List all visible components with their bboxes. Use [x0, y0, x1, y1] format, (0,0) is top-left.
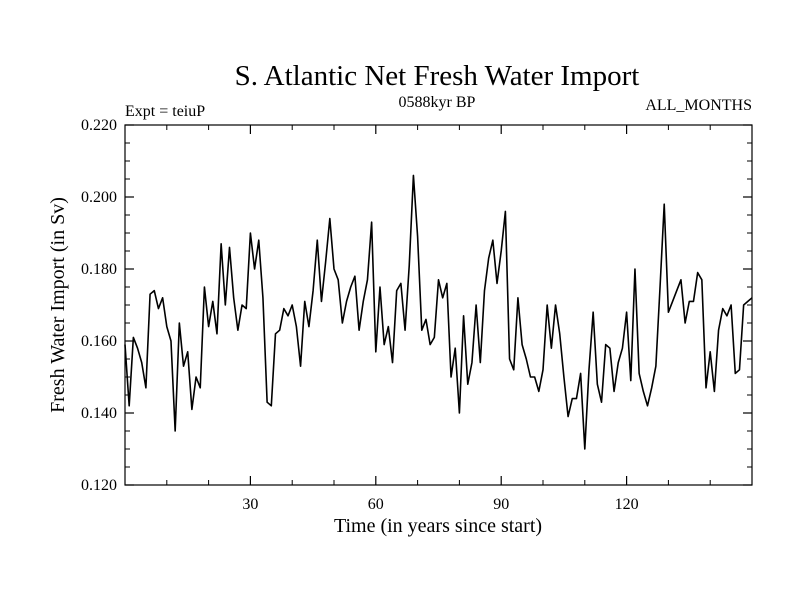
series-line-net-fresh-water-import: [124, 174, 753, 450]
period-label: 0588kyr BP: [399, 94, 476, 111]
axis-ticks: [125, 124, 752, 486]
y-tick-label: 0.180: [81, 261, 117, 278]
experiment-label: Expt = teiuP: [125, 103, 205, 120]
x-tick-label: 30: [242, 496, 258, 513]
x-tick-label: 120: [615, 496, 639, 513]
chart-title: S. Atlantic Net Fresh Water Import: [235, 60, 640, 92]
y-tick-label: 0.140: [81, 405, 117, 422]
axis-tick-labels: 30 60 90 120 0.120 0.140 0.160 0.180 0.200 0.220: [81, 117, 639, 513]
y-tick-label: 0.120: [81, 477, 117, 494]
x-tick-label: 90: [493, 496, 509, 513]
y-tick-label: 0.200: [81, 189, 117, 206]
y-tick-label: 0.160: [81, 333, 117, 350]
plot-frame: [124, 124, 753, 486]
y-tick-label: 0.220: [81, 117, 117, 134]
x-axis-label: Time (in years since start): [334, 515, 542, 537]
y-axis-label: Fresh Water Import (in Sv): [47, 197, 69, 413]
x-tick-label: 60: [368, 496, 384, 513]
months-label: ALL_MONTHS: [645, 97, 752, 114]
